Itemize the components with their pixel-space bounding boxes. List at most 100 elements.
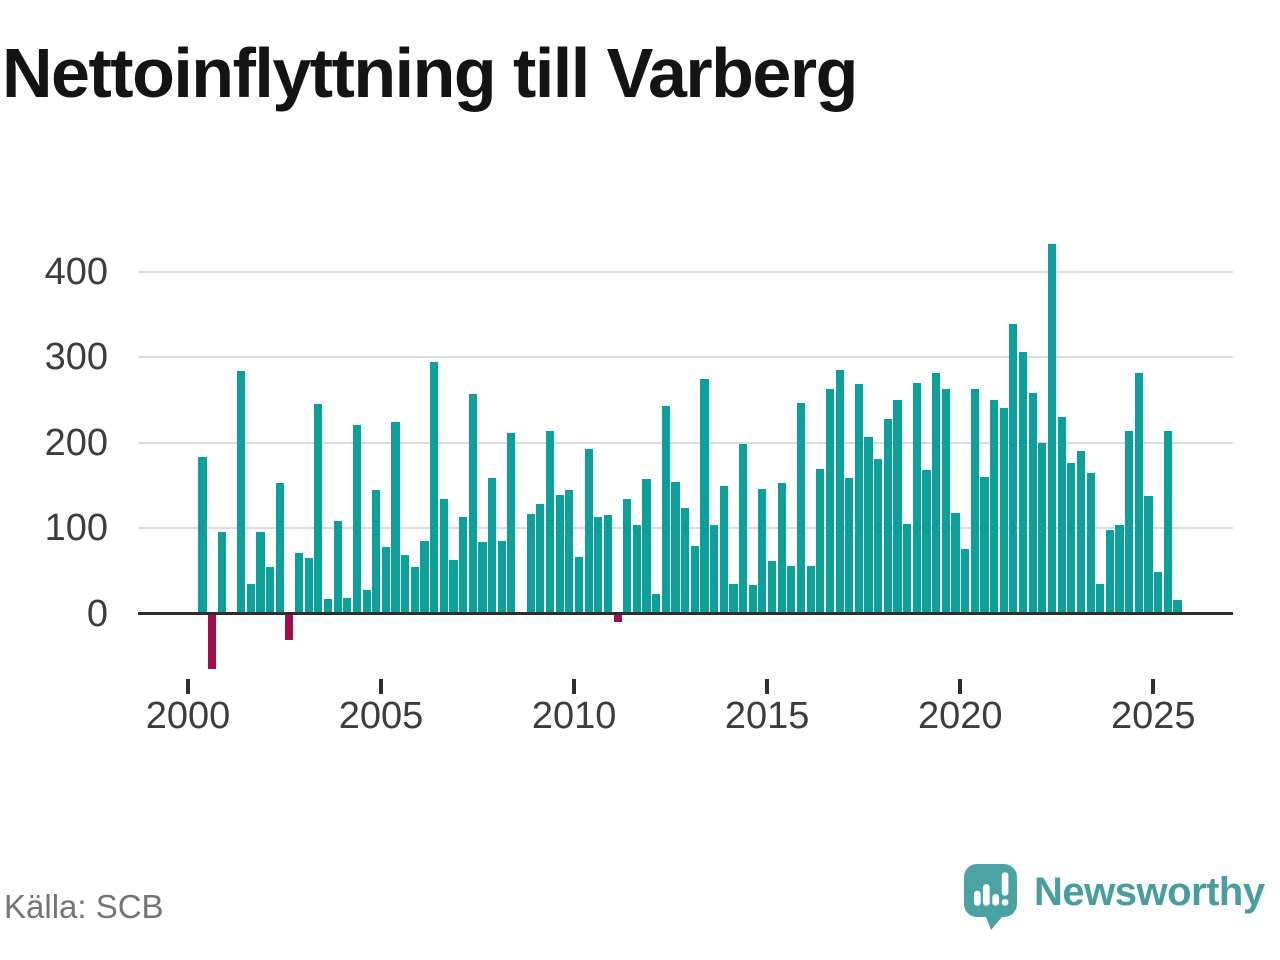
newsworthy-wordmark: Newsworthy (1034, 870, 1265, 914)
y-axis-label-400: 400 (44, 250, 108, 293)
x-axis-label-2000: 2000 (145, 695, 231, 737)
x-axis-label-2005: 2005 (338, 695, 424, 737)
bar-2013-Q2 (710, 525, 719, 614)
bar-2020-Q2 (980, 476, 989, 614)
bar-2016-Q4 (845, 478, 854, 614)
bar-2002-Q2 (285, 613, 294, 640)
bar-2003-Q3 (333, 521, 342, 614)
y-gridline-300 (138, 356, 1233, 359)
x-tick-2015 (765, 679, 770, 694)
bar-2012-Q2 (671, 481, 680, 614)
bar-2013-Q1 (700, 378, 709, 614)
bar-2016-Q2 (825, 388, 835, 614)
bar-2010-Q4 (613, 613, 622, 623)
bar-2004-Q1 (352, 424, 362, 614)
bar-2023-Q2 (1096, 583, 1105, 614)
bar-2005-Q4 (420, 540, 429, 614)
x-axis-zero-line (138, 612, 1233, 615)
bar-2018-Q3 (912, 382, 921, 614)
bar-2005-Q3 (410, 566, 419, 614)
bar-2007-Q2 (478, 541, 487, 614)
bar-2011-Q3 (642, 479, 651, 614)
bar-2003-Q2 (323, 598, 333, 614)
bar-2012-Q3 (681, 507, 690, 614)
bar-2014-Q2 (748, 585, 757, 614)
bar-2015-Q1 (777, 482, 786, 614)
bar-2002-Q4 (304, 557, 313, 614)
bar-2023-Q3 (1105, 529, 1115, 614)
bar-2005-Q2 (401, 555, 410, 614)
bar-2013-Q4 (729, 583, 738, 614)
bar-2017-Q2 (864, 436, 873, 614)
x-axis-label-2020: 2020 (917, 695, 1003, 737)
bar-2008-Q4 (536, 504, 545, 614)
bar-2006-Q4 (459, 516, 468, 614)
bar-2020-Q1 (970, 388, 979, 614)
bar-2025-Q2 (1173, 599, 1182, 614)
bar-2022-Q2 (1057, 416, 1066, 614)
bar-2007-Q3 (488, 477, 497, 614)
chart-title: Nettoinflyttning till Varberg (2, 34, 858, 112)
bar-2006-Q2 (439, 498, 448, 614)
bar-2010-Q1 (584, 448, 593, 614)
y-axis-label-300: 300 (44, 336, 108, 379)
x-tick-2010 (572, 679, 577, 694)
bar-2024-Q2 (1134, 373, 1143, 614)
bar-2006-Q1 (430, 362, 439, 614)
bar-2023-Q1 (1086, 472, 1095, 614)
bar-2014-Q1 (738, 444, 748, 614)
bar-2022-Q1 (1047, 243, 1057, 614)
bar-2021-Q4 (1038, 442, 1047, 614)
bar-2015-Q2 (787, 565, 796, 614)
x-tick-2005 (379, 679, 384, 694)
bar-2016-Q1 (816, 469, 825, 614)
bar-2002-Q3 (294, 552, 304, 614)
x-tick-2000 (186, 679, 190, 694)
bar-2017-Q3 (874, 458, 883, 614)
bar-2016-Q3 (835, 369, 844, 614)
bar-2022-Q4 (1076, 451, 1086, 614)
bar-2003-Q1 (314, 404, 323, 614)
bar-2019-Q1 (932, 373, 941, 614)
bar-2015-Q4 (806, 565, 815, 614)
bar-2009-Q3 (565, 489, 574, 614)
bar-2021-Q1 (1009, 323, 1018, 614)
bar-2018-Q2 (903, 523, 912, 614)
bar-2008-Q3 (526, 513, 535, 614)
bar-2012-Q4 (690, 545, 699, 614)
bar-2021-Q3 (1028, 393, 1037, 614)
bar-2000-Q1 (198, 457, 207, 614)
bar-2008-Q1 (507, 433, 516, 614)
bar-2023-Q4 (1115, 524, 1124, 614)
bar-2001-Q4 (265, 567, 275, 614)
bar-2009-Q4 (574, 557, 584, 614)
bar-2009-Q1 (545, 430, 555, 614)
bar-2020-Q3 (989, 399, 999, 614)
y-axis-label-0: 0 (86, 592, 108, 635)
newsworthy-logo-icon (964, 864, 1017, 930)
bar-2004-Q4 (381, 546, 390, 614)
y-axis-label-200: 200 (44, 421, 108, 464)
bar-2017-Q1 (854, 383, 864, 614)
bar-2002-Q1 (275, 482, 284, 614)
bar-2007-Q4 (497, 540, 506, 614)
bar-2018-Q4 (922, 469, 931, 614)
source-attribution: Källa: SCB (4, 888, 164, 925)
bar-2000-Q3 (217, 532, 226, 614)
bar-2011-Q2 (632, 524, 641, 614)
bar-2013-Q3 (719, 486, 728, 614)
bar-2024-Q4 (1154, 572, 1163, 614)
bar-2012-Q1 (661, 405, 670, 614)
x-axis-label-2025: 2025 (1111, 695, 1196, 737)
x-axis-label-2010: 2010 (531, 695, 617, 737)
bar-2019-Q4 (961, 549, 970, 614)
bar-2009-Q2 (555, 494, 564, 614)
bar-2017-Q4 (883, 418, 892, 614)
bar-2015-Q3 (796, 403, 806, 614)
bar-2005-Q1 (391, 422, 400, 614)
bar-2022-Q3 (1067, 463, 1076, 614)
bar-2001-Q1 (237, 370, 246, 614)
newsworthy-logo: Newsworthy (960, 860, 1280, 935)
